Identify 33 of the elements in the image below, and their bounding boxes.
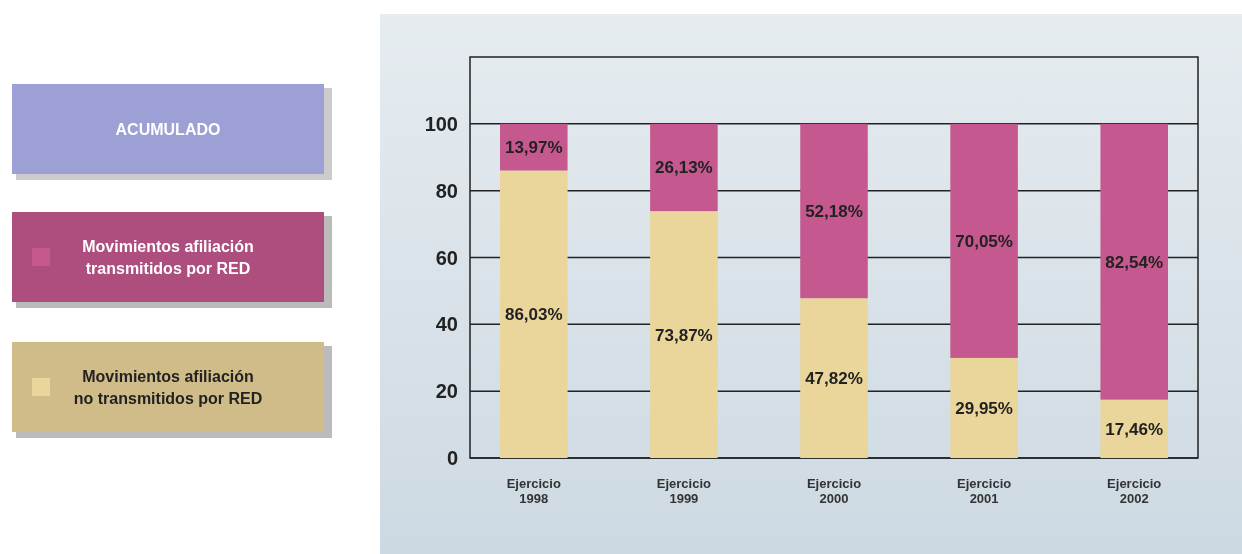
bar: [500, 170, 568, 458]
x-tick-label: Ejercicio 2001: [957, 476, 1012, 506]
data-label: 26,13%: [655, 158, 713, 178]
data-label: 47,82%: [805, 369, 863, 389]
legend-label: Movimientos afiliación no transmitidos por RED: [73, 368, 263, 407]
x-tick-label: Ejercicio 2002: [1107, 476, 1162, 506]
bar: [1100, 123, 1168, 400]
data-label: 13,97%: [504, 138, 563, 158]
data-label: 86,03%: [504, 305, 563, 325]
bar: [800, 298, 868, 458]
y-tick-label: 20: [435, 380, 458, 403]
x-tick-label: Ejercicio 2000: [806, 476, 862, 506]
bar: [950, 123, 1018, 358]
bar: [650, 211, 718, 458]
data-label: 17,46%: [1105, 419, 1164, 439]
x-tick-label: Ejercicio 1998: [506, 476, 561, 506]
bar: [1100, 399, 1168, 458]
bar: [950, 357, 1018, 458]
data-label: 73,87%: [655, 325, 713, 345]
x-tick-label: Ejercicio 1999: [656, 476, 712, 506]
y-tick-label: 80: [435, 179, 458, 202]
legend-title: ACUMULADO: [115, 121, 221, 138]
bar: [800, 123, 868, 299]
data-label: 82,54%: [1105, 252, 1164, 272]
y-tick-label: 40: [435, 313, 458, 336]
y-tick-label: 0: [446, 447, 458, 469]
bar: [650, 123, 718, 212]
y-tick-label: 100: [424, 112, 458, 135]
y-tick-label: 60: [435, 246, 458, 269]
data-label: 29,95%: [955, 398, 1013, 418]
data-label: 52,18%: [805, 202, 863, 222]
data-label: 70,05%: [955, 231, 1013, 251]
legend-label: Movimientos afiliación transmitidos por RED: [82, 238, 254, 277]
